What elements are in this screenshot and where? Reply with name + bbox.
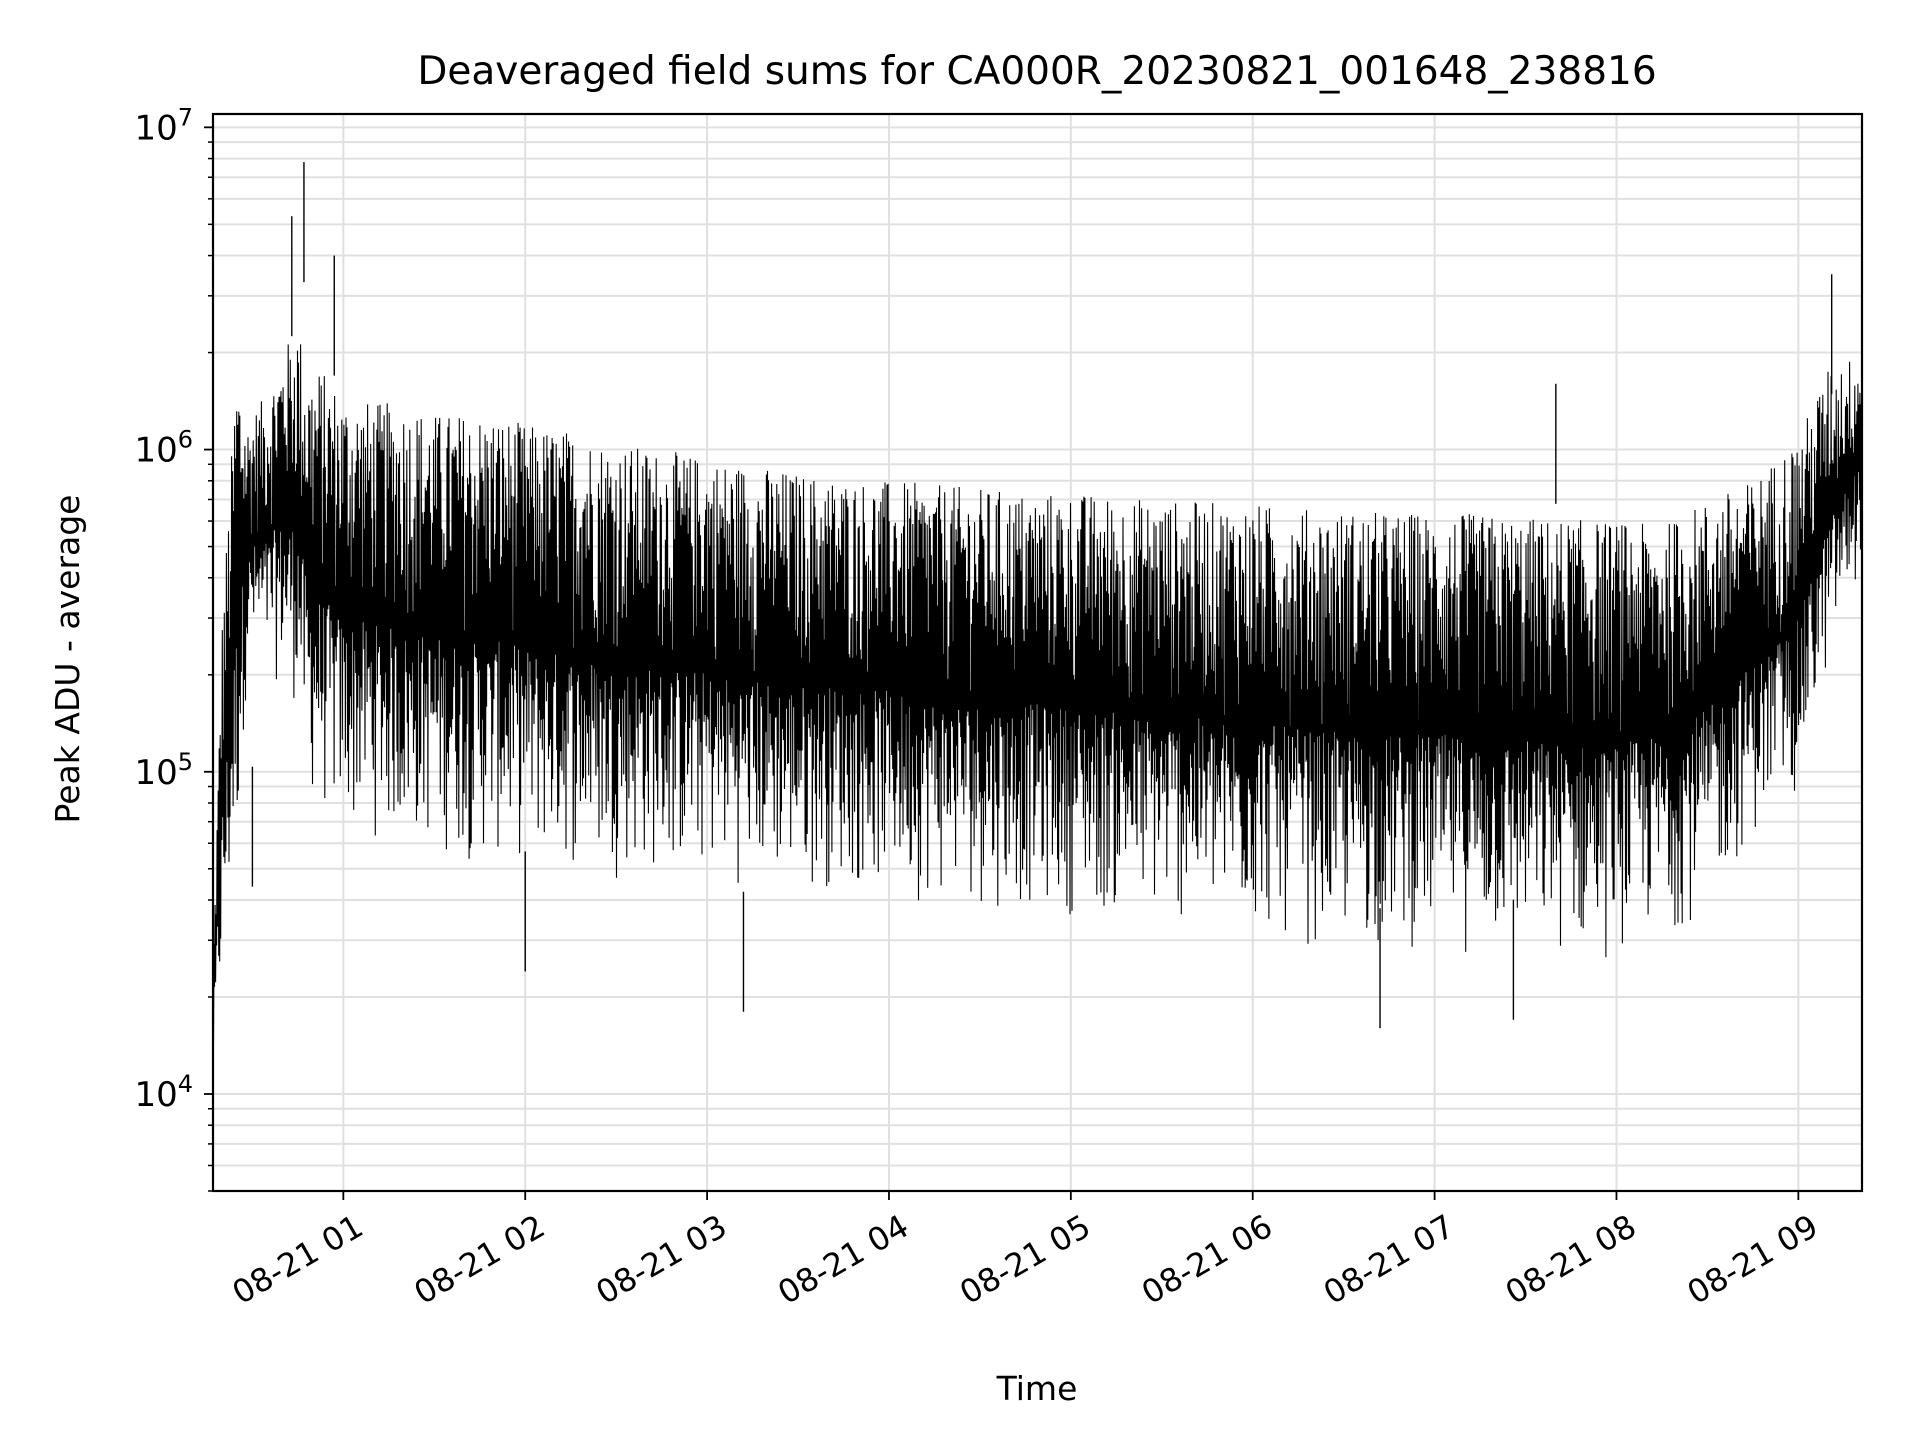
chart-title: Deaveraged field sums for CA000R_2023082… [417, 49, 1656, 94]
y-tick-label: 105 [134, 748, 193, 793]
plot-frame [211, 112, 1864, 1193]
y-tick-label: 107 [134, 103, 193, 148]
y-tick-label: 106 [134, 426, 193, 471]
y-tick-label: 104 [134, 1070, 193, 1115]
series-layer [212, 162, 1863, 1045]
x-axis-label: Time [996, 1369, 1078, 1408]
y-axis-label: Peak ADU - average [48, 495, 87, 824]
series-line [212, 344, 1863, 1045]
